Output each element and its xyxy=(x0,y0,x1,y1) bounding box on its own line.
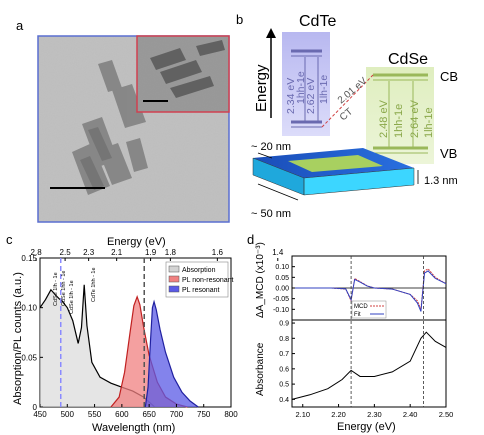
chart-d-x-axis-title: Energy (eV) xyxy=(337,421,396,433)
chart-d-top-ytick-label-0: -0.10 xyxy=(273,307,289,314)
chart-d-bottom-series-0 xyxy=(291,331,447,400)
cdte-transition-name-2: 1lh-1e xyxy=(318,75,330,104)
chart-c-xtick-label-0: 450 xyxy=(33,410,47,419)
series-line-2 xyxy=(144,299,199,408)
chart-c-ytick-label-0: 0 xyxy=(33,403,38,412)
chart-c-y-axis-title: Absorption/PL counts (a.u.) xyxy=(12,272,24,405)
energy-axis-label: Energy xyxy=(253,64,270,112)
chart-c-ytick-label-2: 0.10 xyxy=(21,304,37,313)
series-area-1 xyxy=(110,296,188,407)
legend-label-absorption: Absorption xyxy=(182,267,216,274)
chart-c-toptick-label-1: 2.5 xyxy=(60,248,72,257)
nanoplatelet-schematic xyxy=(252,148,415,196)
chart-c-toptick-label-0: 2.8 xyxy=(31,248,43,257)
chart-c-xtick-label-2: 550 xyxy=(88,410,102,419)
cdte-transition-energy-1: 2.34 eV xyxy=(285,78,297,114)
chart-c-toptick-label-6: 1.6 xyxy=(212,248,224,257)
tem-inset xyxy=(136,35,230,113)
chart-d-top-y-axis-title: ΔA_MCD (x10⁻³) xyxy=(255,242,266,318)
chart-c-toptick-label-3: 2.1 xyxy=(111,248,123,257)
length-dimension-arrow xyxy=(257,183,299,201)
annotation-cdte-1hh: CdTe 1hh - 1e xyxy=(91,267,97,302)
chart-d-top-series-1 xyxy=(292,270,447,312)
legend-label-pl-nonresonant: PL non-resonant xyxy=(182,277,234,284)
panel-letter-b: b xyxy=(236,12,244,27)
chart-d-xtick-label-3: 2.40 xyxy=(403,410,418,419)
chart-d-bottom-ytick-label-5: 0.9 xyxy=(279,321,289,328)
chart-c-xtick-label-6: 750 xyxy=(197,410,211,419)
chart-d-bottom-ytick-label-0: 0.4 xyxy=(279,397,289,404)
cdte-transition-energy-2: 2.62 eV xyxy=(305,78,317,114)
ct-transition-line xyxy=(321,74,374,128)
annotation-cdse-1hh: CdSe 1hh - 1e xyxy=(61,271,67,306)
chart-c-toptick-label-5: 1.8 xyxy=(165,248,177,257)
energy-arrow-head xyxy=(266,28,276,38)
legend-label-pl-resonant: PL resonant xyxy=(182,287,220,294)
legend-label-mcd: MCD xyxy=(354,304,368,310)
chart-c-toptick-label-4: 1.9 xyxy=(145,248,157,257)
panel-letter-c: c xyxy=(6,232,13,247)
annotation-cdse-1lh-b: CdSe 1lh - 1e xyxy=(69,280,75,314)
cdse-transition-name-2: 1lh-1e xyxy=(423,107,435,138)
chart-d-top-ytick-label-4: 0.10 xyxy=(275,264,289,271)
chart-d-legend: MCD Fit xyxy=(351,300,387,319)
cdse-transition-name-1: 1hh-1e xyxy=(393,104,405,138)
legend-swatch-pl-nonresonant xyxy=(168,275,180,283)
cdte-band-box xyxy=(282,32,330,136)
chart-c-ytick-label-3: 0.15 xyxy=(21,254,37,263)
cdte-label: CdTe xyxy=(299,13,336,30)
chart-d-bottom-ytick-label-4: 0.8 xyxy=(279,336,289,343)
chart-d-xtick-label-0: 2.10 xyxy=(295,410,310,419)
chart-d-bottom-ytick-label-2: 0.6 xyxy=(279,366,289,373)
chart-d-bottom-ytick-label-1: 0.5 xyxy=(279,382,289,389)
chart-d-bottom-frame xyxy=(291,319,447,408)
legend-swatch-absorption xyxy=(168,265,180,273)
chart-c-top-axis-title: Energy (eV) xyxy=(107,236,166,248)
series-area-0 xyxy=(40,284,155,407)
thickness-dimension-label: 1.3 nm xyxy=(424,175,458,187)
chart-c-legend: Absorption PL non-resonant PL resonant xyxy=(165,261,234,298)
chart-c-xtick-label-3: 600 xyxy=(115,410,129,419)
chart-d-bottom-ytick-label-3: 0.7 xyxy=(279,351,289,358)
chart-d-bottom-y-axis-title: Absorbance xyxy=(255,342,266,396)
vb-label: VB xyxy=(440,146,457,161)
chart-c-xtick-label-4: 650 xyxy=(142,410,156,419)
chart-d-xtick-label-4: 2.50 xyxy=(439,410,454,419)
panel-letter-d: d xyxy=(247,232,255,247)
cdse-label: CdSe xyxy=(388,51,428,68)
chart-d-xtick-label-2: 2.30 xyxy=(367,410,382,419)
width-dimension-label: ~ 20 nm xyxy=(251,141,291,153)
chart-c-xtick-label-7: 800 xyxy=(224,410,238,419)
panel-letter-a: a xyxy=(16,18,24,33)
chart-c-xtick-label-1: 500 xyxy=(61,410,75,419)
chart-d-xtick-label-1: 2.20 xyxy=(331,410,346,419)
chart-c-toptick-label-2: 2.3 xyxy=(83,248,95,257)
chart-d-top-ytick-label-2: 0.00 xyxy=(275,286,289,293)
cdte-transition-name-1: 1hh-1e xyxy=(295,71,307,104)
length-dimension-label: ~ 50 nm xyxy=(251,208,291,220)
chart-d-top-ytick-label-3: 0.05 xyxy=(275,275,289,282)
chart-c-toptick-label-7: 1.4 xyxy=(272,248,284,257)
cb-label: CB xyxy=(440,69,458,84)
cdse-transition-energy-1: 2.48 eV xyxy=(378,99,390,138)
chart-c-x-axis-title: Wavelength (nm) xyxy=(92,422,175,434)
chart-c-xtick-label-5: 700 xyxy=(170,410,184,419)
annotation-cdse-1lh-a: CdSe 1lh - 1e xyxy=(53,272,59,306)
tem-main-frame xyxy=(37,35,230,223)
legend-label-fit: Fit xyxy=(354,312,361,318)
cdse-transition-energy-2: 2.64 eV xyxy=(409,99,421,138)
legend-swatch-pl-resonant xyxy=(168,285,180,293)
chart-d-top-ytick-label-1: -0.05 xyxy=(273,296,289,303)
chart-c-ytick-label-1: 0.05 xyxy=(21,353,37,362)
series-area-2 xyxy=(145,301,199,407)
